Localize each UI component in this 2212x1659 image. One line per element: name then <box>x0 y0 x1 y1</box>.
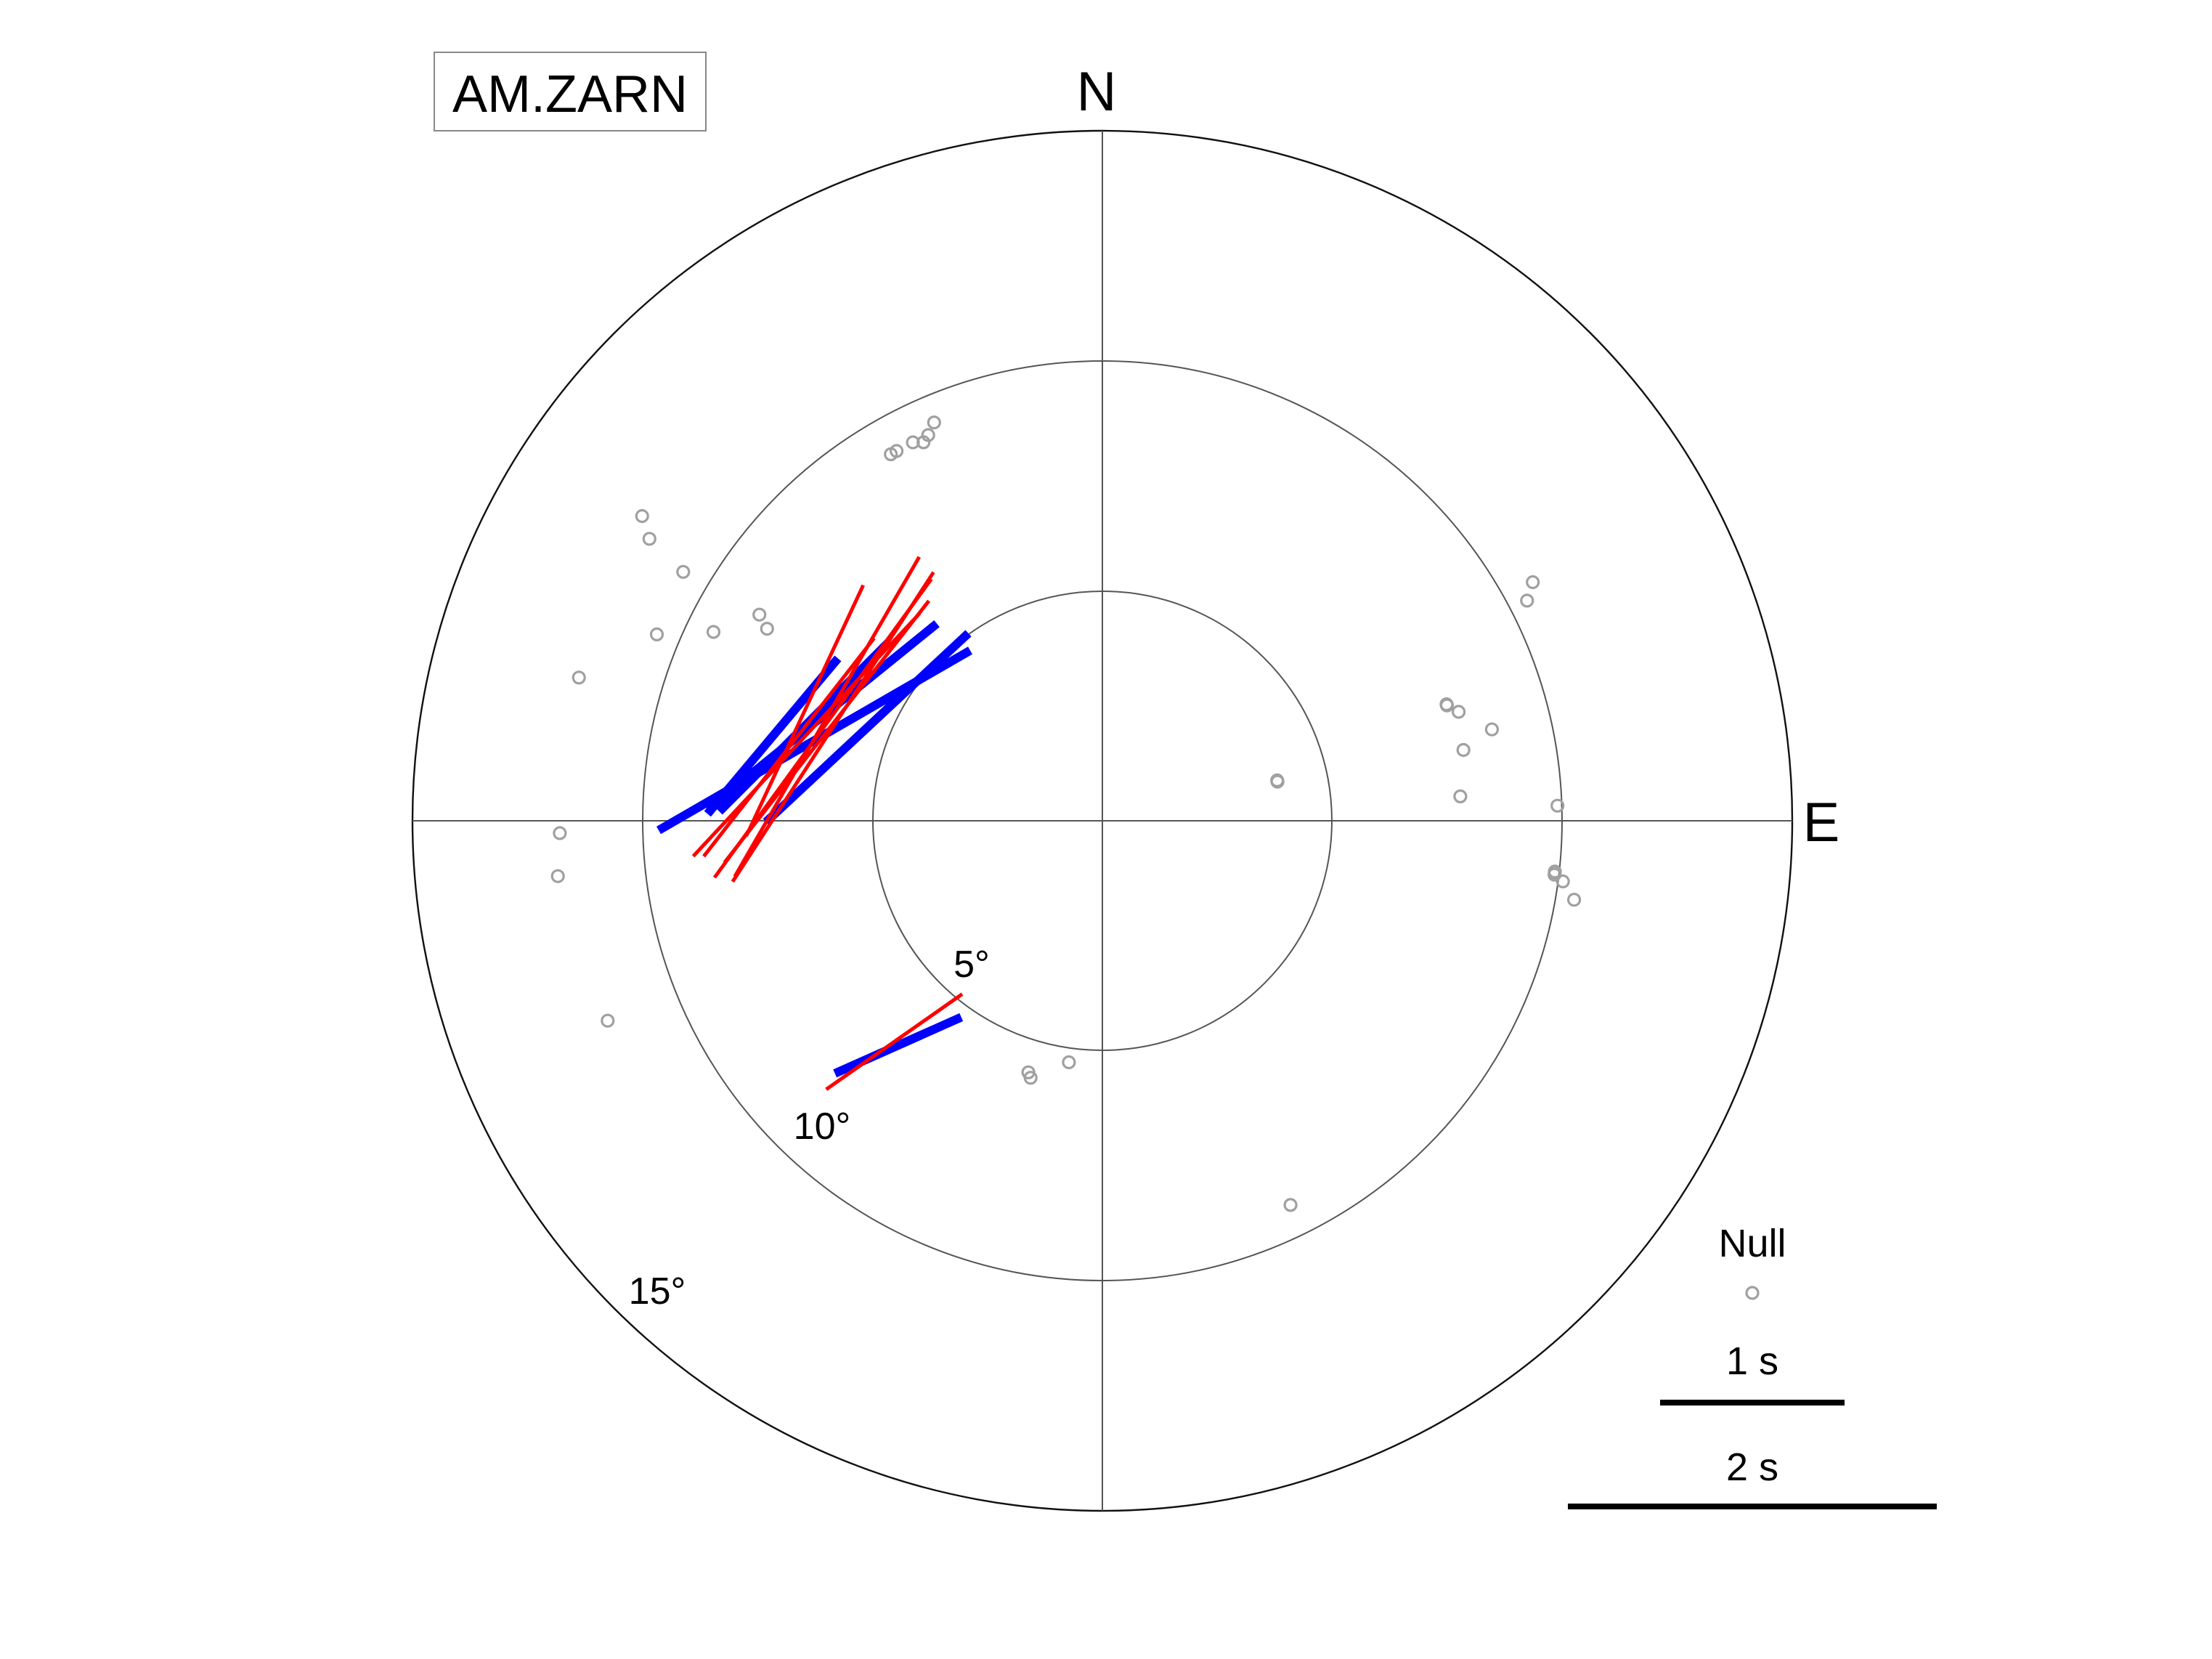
null-point <box>706 625 721 639</box>
split-bar-red <box>733 556 921 877</box>
ring-label-10: 10° <box>794 1106 851 1148</box>
null-point <box>1270 774 1285 789</box>
null-point <box>921 428 935 442</box>
null-point <box>1439 697 1454 712</box>
null-point <box>889 444 904 458</box>
null-point <box>1062 1055 1076 1070</box>
null-point <box>1550 798 1565 813</box>
null-point <box>601 1013 615 1028</box>
north-label: N <box>1077 61 1117 123</box>
station-frame <box>434 52 707 131</box>
null-point <box>642 532 656 546</box>
split-bar-blue <box>833 1013 964 1078</box>
null-point <box>760 621 774 636</box>
ring-label-5: 5° <box>953 944 990 986</box>
null-point <box>1456 742 1471 758</box>
null-point <box>1567 893 1582 907</box>
null-point <box>927 415 941 430</box>
legend-scale-2s-label: 2 s <box>1726 1445 1778 1489</box>
null-point <box>752 607 767 622</box>
crosshair <box>412 131 1792 1511</box>
legend-scale-1s-label: 1 s <box>1726 1339 1778 1383</box>
null-point <box>1548 864 1562 879</box>
split-bar-red <box>731 571 935 883</box>
split-measurements <box>656 556 972 1091</box>
null-point <box>635 508 649 524</box>
null-point <box>1520 593 1534 608</box>
legend: Null 1 s 2 s <box>1568 1222 1937 1509</box>
null-point <box>649 627 664 642</box>
split-bar-red <box>691 612 922 858</box>
null-point <box>1283 1198 1298 1212</box>
station-box: AM.ZARN <box>434 52 707 131</box>
east-label: E <box>1803 792 1840 853</box>
null-point <box>572 670 586 685</box>
legend-null-label: Null <box>1718 1222 1786 1265</box>
legend-null-marker <box>1745 1286 1760 1300</box>
null-point <box>1526 575 1540 590</box>
null-point <box>1023 1071 1038 1085</box>
null-point <box>550 869 565 883</box>
null-point <box>1453 789 1468 804</box>
split-bar-red <box>744 584 865 837</box>
null-point <box>553 826 567 840</box>
null-measurements <box>550 415 1582 1212</box>
split-bar-red <box>825 992 964 1091</box>
ring-label-15: 15° <box>629 1270 686 1313</box>
null-point <box>1451 705 1466 719</box>
null-point <box>676 564 691 579</box>
split-bar-red <box>723 599 931 864</box>
null-point <box>1484 722 1499 737</box>
null-point <box>1556 874 1570 889</box>
split-bar-blue <box>763 630 972 826</box>
station-label: AM.ZARN <box>452 65 688 123</box>
